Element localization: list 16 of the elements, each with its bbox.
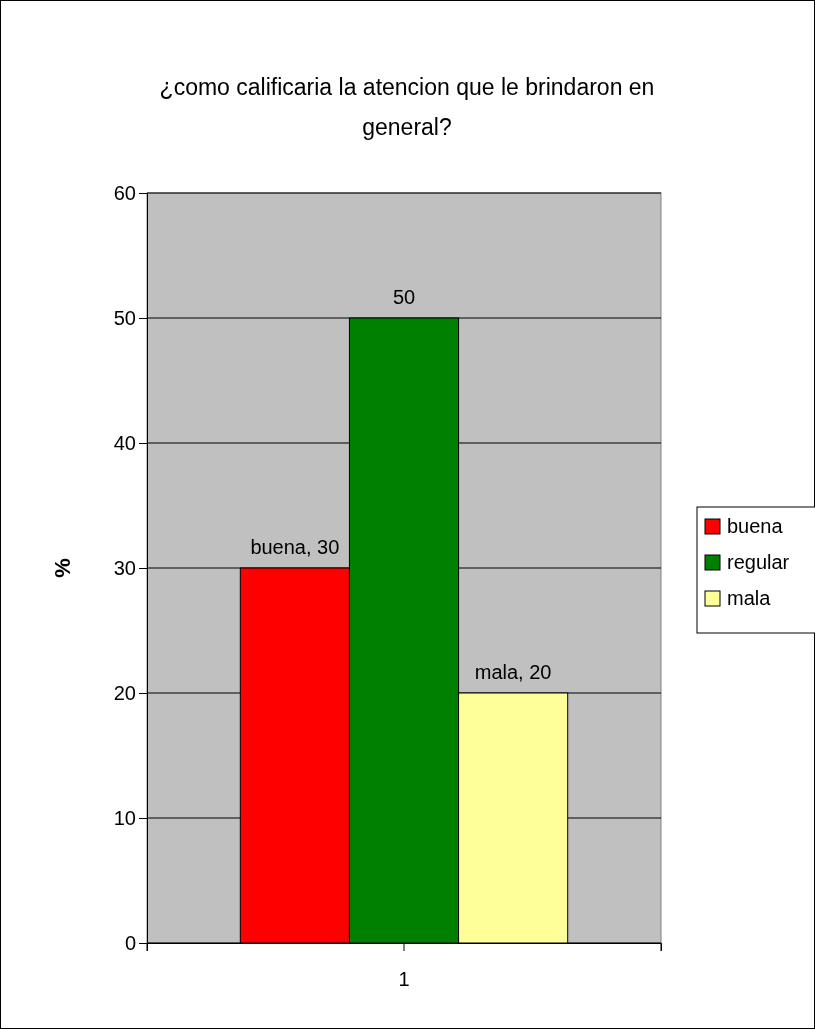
data-label: 50 — [392, 286, 416, 308]
legend-label: regular — [727, 551, 790, 573]
legend-label: buena — [727, 515, 784, 537]
y-tick-label: 10 — [113, 806, 136, 829]
y-tick-label: 60 — [113, 181, 136, 204]
y-tick-label: 50 — [113, 306, 136, 329]
y-tick-label: 30 — [113, 556, 136, 579]
legend-label: mala — [727, 587, 772, 609]
data-label: mala, 20 — [474, 661, 552, 683]
y-tick-label: 40 — [113, 431, 136, 454]
data-label: buena, 30 — [250, 536, 340, 558]
x-tick-label: 1 — [398, 968, 410, 990]
chart-title: ¿como calificaria la atencion que le brindaron en general? — [159, 74, 655, 140]
y-tick-label: 0 — [124, 931, 136, 954]
y-tick-label: 20 — [113, 681, 136, 704]
y-axis-title: % — [50, 558, 75, 578]
